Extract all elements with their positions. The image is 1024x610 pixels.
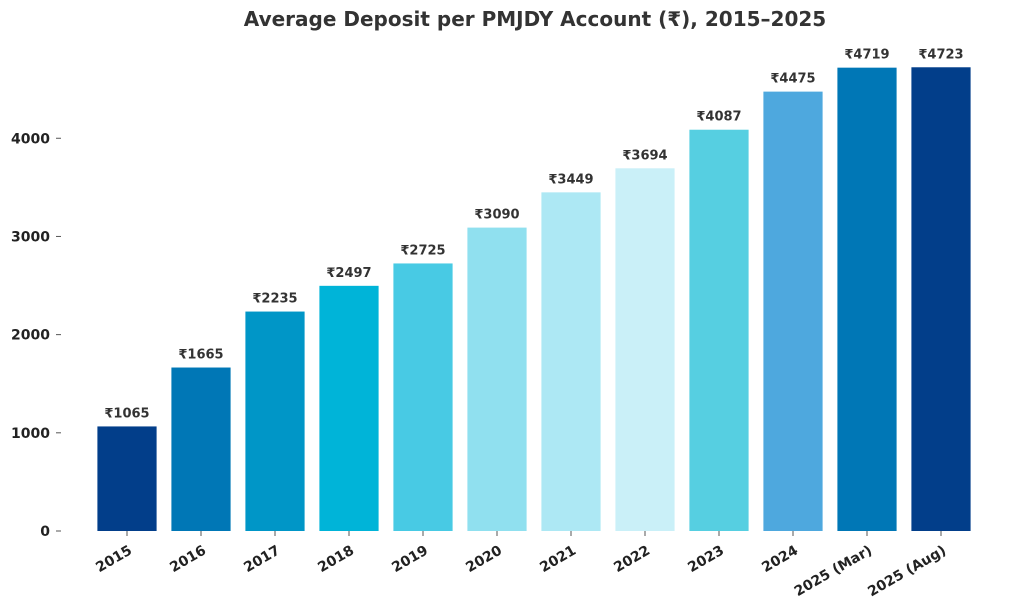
x-tick-label: 2015 — [93, 543, 135, 576]
x-axis: 2015 2016 2017 2018 2019 2020 2021 2022 2023 2024… — [93, 531, 949, 600]
bar — [393, 263, 453, 531]
bar — [97, 426, 157, 531]
data-label: ₹4723 — [918, 47, 963, 62]
x-tick-label: 2025 (Mar) — [792, 543, 875, 600]
bar — [911, 67, 971, 531]
data-label: ₹1665 — [178, 348, 223, 363]
x-tick-label: 2021 — [537, 543, 579, 576]
data-label: ₹4087 — [696, 110, 741, 125]
x-tick-label: 2016 — [167, 543, 209, 576]
bar — [763, 91, 823, 531]
x-tick-label: 2023 — [685, 543, 727, 576]
data-label: ₹4719 — [844, 48, 889, 63]
bars — [97, 67, 971, 531]
bar — [541, 192, 601, 531]
data-label: ₹2235 — [252, 292, 297, 307]
bar — [171, 367, 231, 531]
bar — [467, 227, 527, 531]
x-tick-label: 2020 — [463, 542, 505, 575]
data-label: ₹3694 — [622, 148, 667, 163]
bar — [837, 67, 897, 531]
y-tick-label: 0 — [40, 524, 50, 540]
y-axis: 0 1000 2000 3000 4000 — [11, 131, 61, 540]
data-label: ₹3090 — [474, 208, 519, 223]
chart-title: Average Deposit per PMJDY Account (₹), 2… — [244, 7, 826, 31]
data-label: ₹1065 — [104, 406, 149, 421]
bar — [689, 129, 749, 531]
bar — [245, 311, 305, 531]
y-tick-label: 2000 — [11, 328, 50, 344]
x-tick-label: 2024 — [759, 542, 801, 575]
bar — [319, 285, 379, 531]
x-tick-label: 2022 — [611, 543, 653, 576]
data-labels: ₹1065 ₹1665 ₹2235 ₹2497 ₹2725 ₹3090 ₹3449 ₹3694… — [104, 47, 963, 421]
data-label: ₹4475 — [770, 72, 815, 87]
y-tick-label: 3000 — [11, 229, 50, 245]
bar — [615, 168, 675, 531]
data-label: ₹3449 — [548, 172, 593, 187]
x-tick-label: 2018 — [315, 543, 357, 576]
x-tick-label: 2025 (Aug) — [865, 543, 949, 601]
data-label: ₹2725 — [400, 243, 445, 258]
x-tick-label: 2017 — [241, 543, 283, 576]
y-tick-label: 1000 — [11, 426, 50, 442]
data-label: ₹2497 — [326, 266, 371, 281]
x-tick-label: 2019 — [389, 543, 431, 576]
y-tick-label: 4000 — [11, 131, 50, 147]
